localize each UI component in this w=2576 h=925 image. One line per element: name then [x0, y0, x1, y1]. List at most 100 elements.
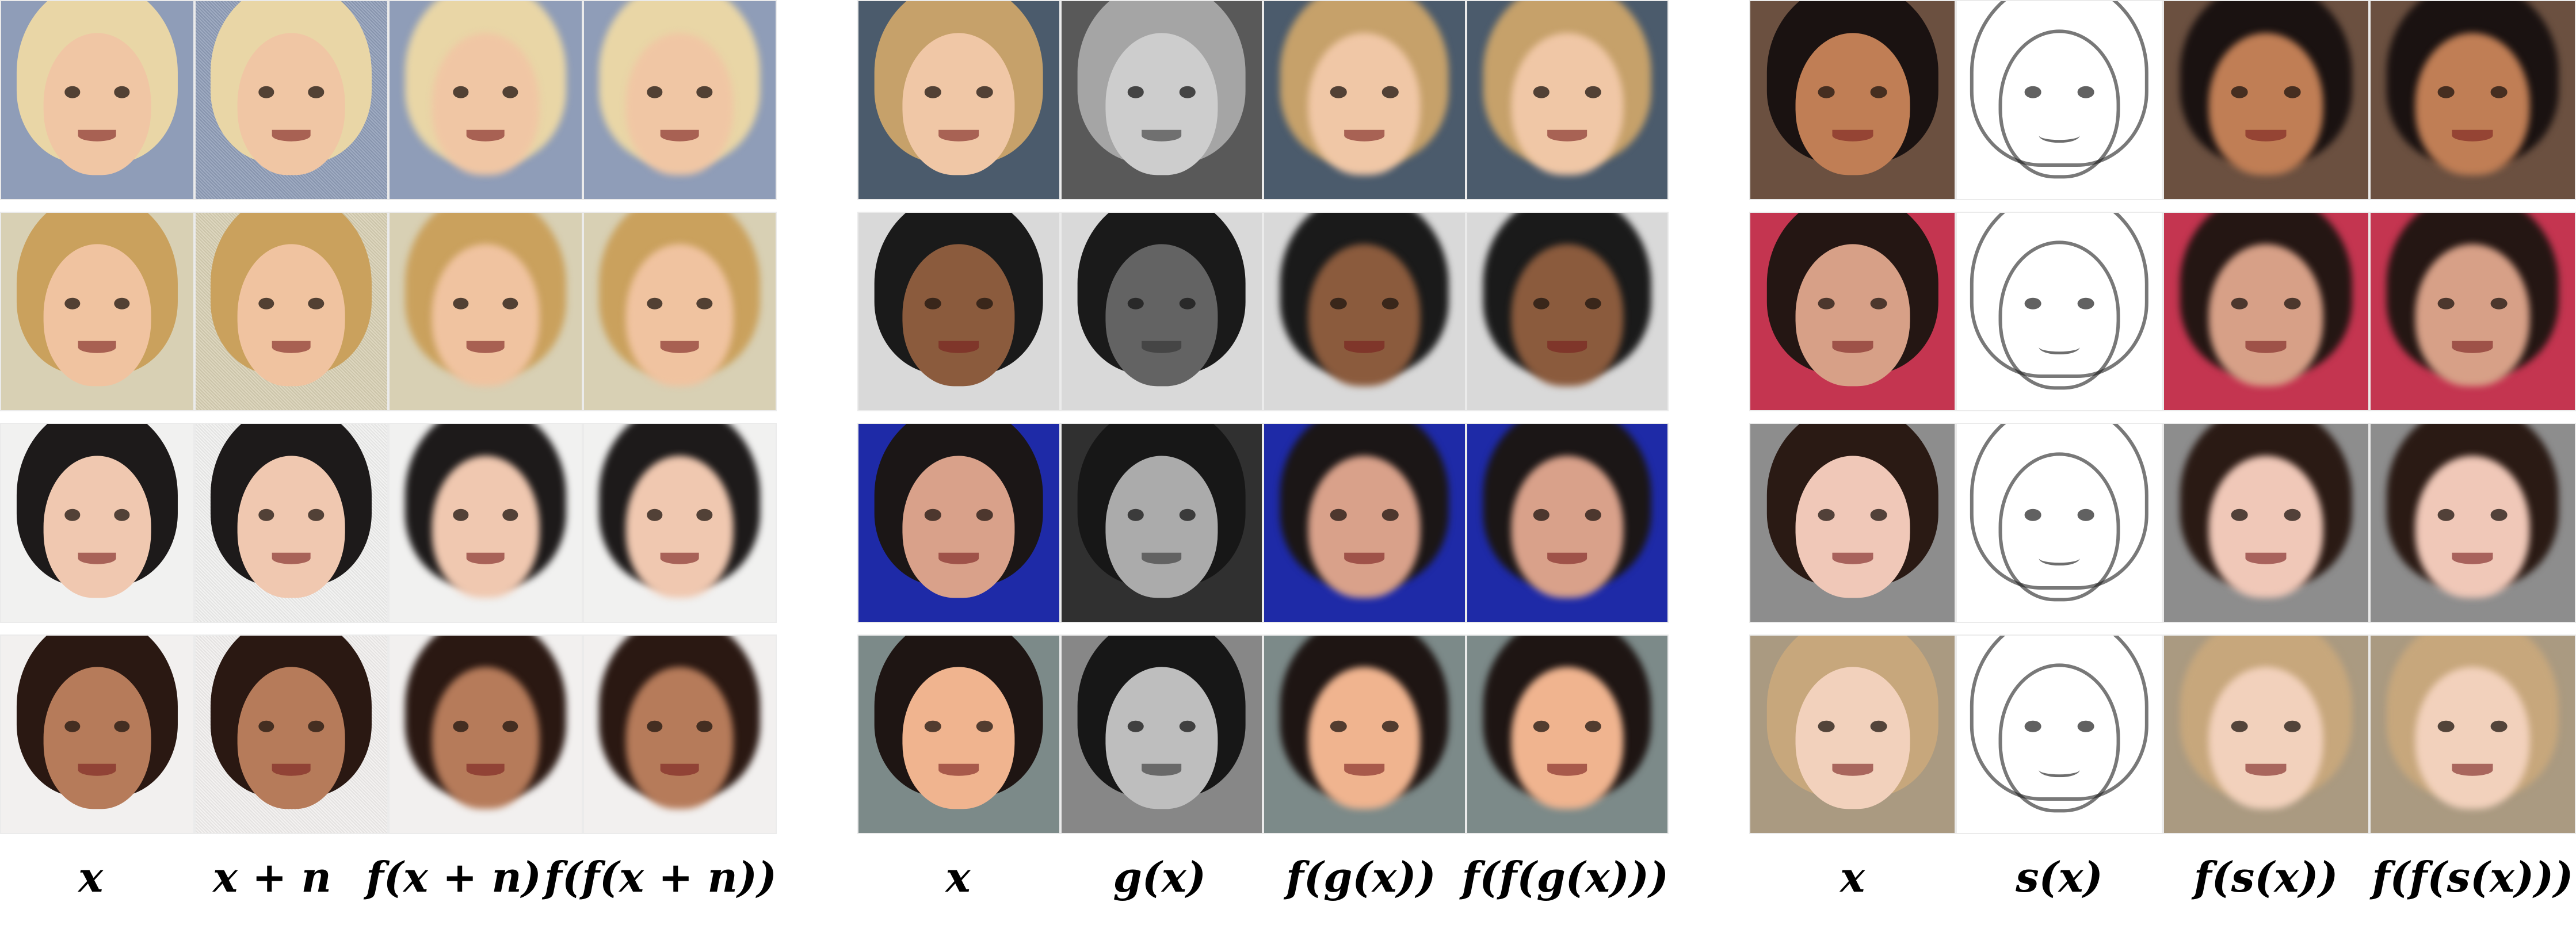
eye [258, 720, 274, 732]
eye [258, 297, 274, 309]
eyes [2437, 720, 2508, 732]
face-shape [1795, 455, 1910, 598]
panel-sketch [1749, 0, 2576, 834]
eyes [2024, 509, 2094, 521]
mouth [660, 129, 699, 142]
face-image [194, 0, 388, 200]
face-shape [43, 455, 151, 598]
image-row [0, 423, 777, 623]
eye [1585, 297, 1601, 309]
mouth [1547, 763, 1587, 776]
eyes [1533, 297, 1601, 309]
mouth [2452, 341, 2493, 353]
face-shape [43, 32, 151, 175]
eye [1585, 86, 1601, 98]
image-grid-denoise [0, 0, 777, 834]
face-shape [2208, 244, 2323, 387]
image-row [0, 0, 777, 200]
eyes [1330, 297, 1399, 309]
face-image [2162, 423, 2369, 623]
eye [502, 297, 518, 309]
face-shape [902, 455, 1015, 598]
face-image [1060, 211, 1263, 411]
eye [1330, 509, 1347, 521]
eyes [1127, 297, 1196, 309]
face-image [582, 211, 777, 411]
eye [1179, 509, 1196, 521]
image-grid-grayscale [857, 0, 1669, 834]
face-shape [625, 667, 734, 809]
eyes [64, 720, 130, 732]
face-image [857, 423, 1060, 623]
eye [925, 86, 941, 98]
face-image [1749, 634, 1956, 834]
face-shape [1998, 29, 2120, 179]
mouth [660, 552, 699, 564]
eye [1382, 509, 1399, 521]
face-shape [1105, 244, 1218, 387]
eyes [1533, 509, 1601, 521]
mouth [2245, 129, 2287, 142]
eye [1127, 297, 1144, 309]
face-image [857, 634, 1060, 834]
face-shape [2208, 667, 2323, 809]
mouth [2452, 763, 2493, 776]
eye [64, 86, 81, 98]
eyes [1818, 297, 1888, 309]
face-image [1749, 423, 1956, 623]
eye [2024, 86, 2041, 98]
face-shape [1308, 455, 1421, 598]
eye [2077, 720, 2094, 732]
column-label: g(x) [1113, 853, 1206, 901]
eyes [258, 86, 324, 98]
face-shape [1511, 667, 1624, 809]
eye [2077, 297, 2094, 309]
face-shape [237, 455, 345, 598]
face-image [0, 0, 194, 200]
column-label: f(f(g(x))) [1461, 853, 1669, 901]
eye [925, 720, 941, 732]
image-grid-sketch [1749, 0, 2576, 834]
face-image [1263, 0, 1466, 200]
face-shape [1105, 32, 1218, 175]
mouth [2245, 763, 2287, 776]
eye [647, 297, 663, 309]
eye [502, 720, 518, 732]
eye [1127, 86, 1144, 98]
eyes [1533, 86, 1601, 98]
eye [2231, 509, 2248, 521]
mouth [272, 552, 311, 564]
image-row [1749, 211, 2576, 411]
face-image [1749, 0, 1956, 200]
eye [308, 720, 324, 732]
mouth [466, 129, 505, 142]
face-shape [625, 32, 734, 175]
face-image [194, 634, 388, 834]
eyes [2231, 86, 2301, 98]
eye [696, 86, 712, 98]
eye [696, 509, 712, 521]
mouth [1547, 129, 1587, 142]
face-image [1060, 634, 1263, 834]
face-image [0, 211, 194, 411]
eye [2231, 86, 2248, 98]
face-shape [2415, 667, 2530, 809]
mouth [272, 341, 311, 353]
face-shape [625, 244, 734, 387]
eye [1818, 720, 1835, 732]
eyes [925, 86, 993, 98]
eye [1127, 509, 1144, 521]
face-image [388, 0, 583, 200]
face-shape [237, 244, 345, 387]
eye [976, 509, 993, 521]
eyes [453, 720, 518, 732]
image-row [857, 211, 1669, 411]
eyes [258, 720, 324, 732]
face-image [1060, 0, 1263, 200]
column-label: f(s(x)) [2193, 853, 2338, 901]
face-shape [1308, 244, 1421, 387]
eyes [1127, 86, 1196, 98]
eye [2437, 720, 2455, 732]
face-shape [2415, 244, 2530, 387]
face-image [2162, 211, 2369, 411]
